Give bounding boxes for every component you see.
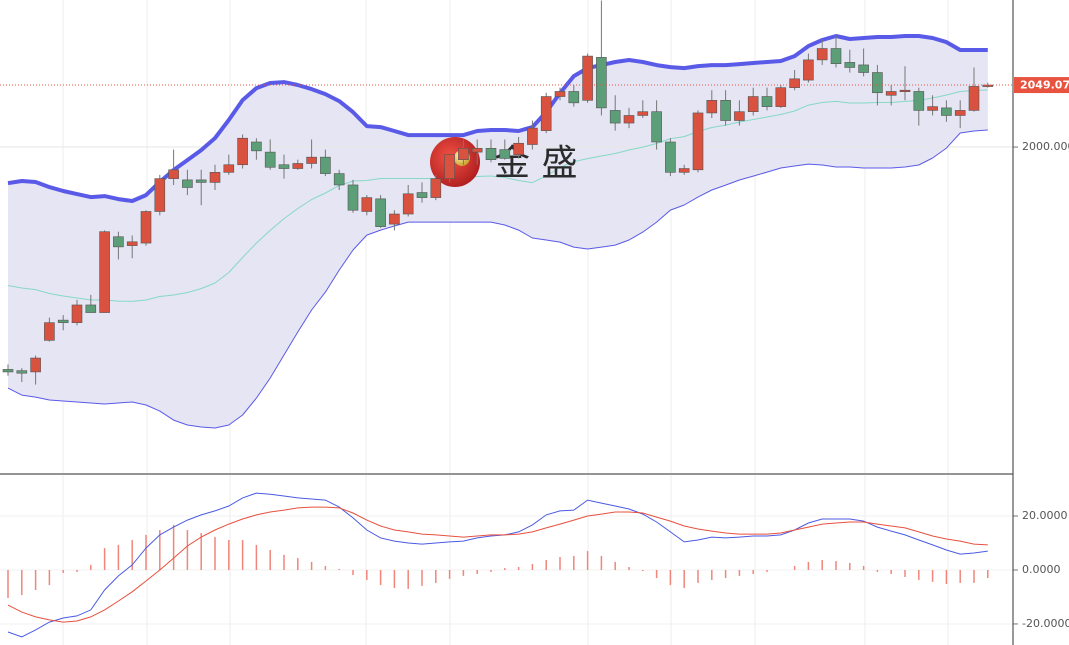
- y-tick-label: 0.0000: [1022, 563, 1061, 576]
- candle-body: [609, 110, 621, 124]
- candle-body: [292, 163, 304, 169]
- candle-body: [734, 111, 745, 121]
- candle-body: [637, 111, 649, 116]
- candle-body: [57, 319, 69, 323]
- candle-body: [513, 142, 524, 155]
- candle-body: [692, 112, 704, 171]
- y-tick-label: 20.0000: [1022, 509, 1068, 522]
- y-tick-label: -20.0000: [1022, 617, 1069, 630]
- candle-body: [44, 322, 55, 341]
- watermark-text: 金 盛: [494, 143, 577, 184]
- candle-body: [126, 241, 138, 246]
- candle-body: [720, 100, 731, 121]
- candle-body: [361, 197, 373, 212]
- candle-body: [251, 141, 262, 152]
- candle-body: [389, 213, 400, 225]
- band-line: [7, 89, 988, 302]
- candle-body: [954, 110, 966, 116]
- candle-body: [678, 168, 690, 173]
- candle-body: [85, 304, 97, 313]
- candle-body: [775, 87, 787, 107]
- candle-body: [927, 106, 938, 111]
- candle-body: [182, 179, 193, 188]
- candle-body: [333, 173, 345, 186]
- candle-body: [803, 59, 814, 81]
- candle-body: [168, 169, 179, 179]
- candle-body: [899, 89, 911, 93]
- candle-body: [30, 357, 41, 373]
- candle-body: [471, 148, 483, 153]
- candle-body: [665, 141, 676, 173]
- candle-body: [458, 148, 469, 160]
- candle-body: [306, 156, 317, 164]
- y-tick-label: 2000.000: [1022, 140, 1069, 153]
- candle-body: [872, 72, 883, 94]
- candle-body: [816, 48, 828, 61]
- candle-body: [278, 164, 290, 169]
- candle-body: [237, 137, 248, 166]
- candle-body: [485, 148, 497, 160]
- candle-body: [402, 193, 414, 215]
- candle-body: [71, 304, 83, 323]
- candle-body: [223, 164, 235, 173]
- candle-body: [209, 172, 221, 183]
- candle-body: [830, 48, 842, 64]
- macd-line: [7, 492, 988, 638]
- candle-body: [320, 156, 331, 174]
- candle-body: [527, 127, 538, 145]
- candle-body: [844, 62, 856, 68]
- candle-body: [430, 178, 442, 198]
- candle-body: [416, 192, 428, 198]
- candle-body: [941, 107, 952, 116]
- candle-body: [582, 55, 593, 101]
- price-tag: [1014, 77, 1069, 94]
- candle-body: [968, 86, 980, 111]
- macd-line: [7, 506, 988, 623]
- candle-body: [913, 91, 925, 111]
- price-tag-label: 2049.070: [1020, 79, 1069, 92]
- candle-body: [761, 96, 773, 107]
- candle-body: [16, 370, 28, 374]
- candle-body: [651, 111, 662, 143]
- candle-body: [113, 236, 124, 248]
- candle-body: [789, 78, 800, 88]
- candle-body: [858, 64, 869, 73]
- candle-body: [885, 91, 897, 96]
- candle-body: [2, 369, 14, 373]
- candle-body: [596, 57, 607, 109]
- candle-body: [747, 96, 759, 112]
- candle-body: [499, 149, 511, 159]
- candle-body: [375, 198, 386, 227]
- candle-body: [706, 100, 718, 114]
- candle-body: [554, 91, 566, 97]
- band-area: [8, 36, 988, 428]
- candle-body: [140, 211, 152, 244]
- candle-body: [568, 91, 580, 104]
- band-line: [7, 129, 988, 429]
- candle-body: [623, 115, 635, 124]
- candle-body: [444, 154, 455, 179]
- candle-body: [264, 151, 276, 168]
- candle-body: [347, 184, 359, 211]
- candle-body: [99, 231, 110, 313]
- candle-body: [154, 178, 166, 212]
- candle-body: [540, 96, 552, 131]
- candle-body: [195, 179, 207, 183]
